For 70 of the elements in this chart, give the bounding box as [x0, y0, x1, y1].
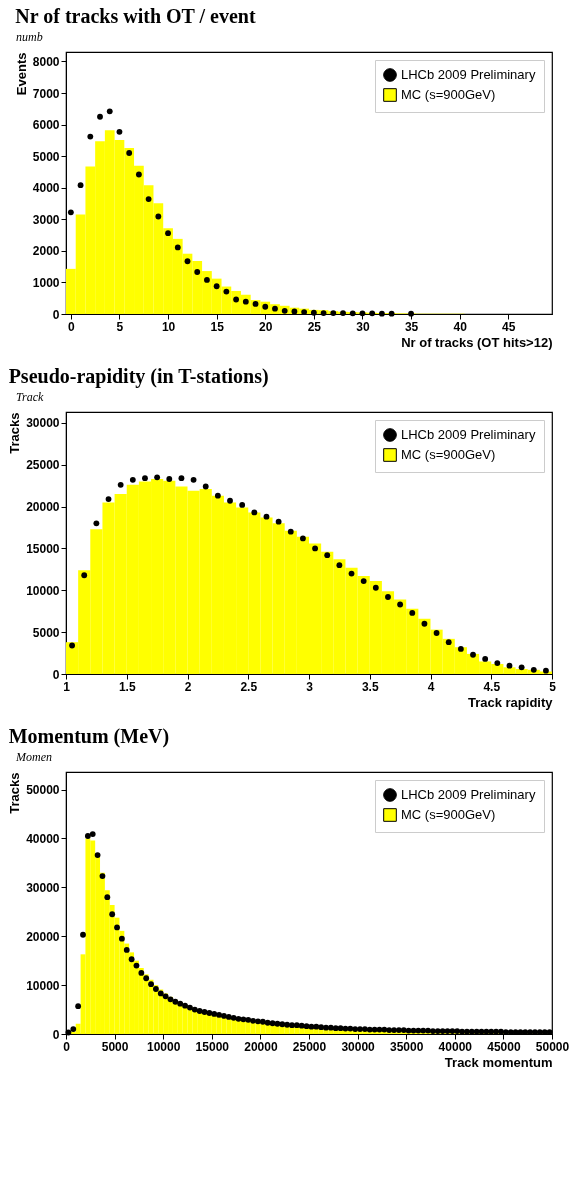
- chart-title: Momentum (MeV): [8, 725, 170, 748]
- text: Momen: [15, 750, 52, 764]
- x-tick-label: 10000: [147, 1039, 181, 1054]
- chart-title: Nr of tracks with OT / event: [15, 5, 256, 27]
- text: numb: [16, 30, 43, 44]
- y-tick-label: 25000: [26, 458, 60, 473]
- y-tick-label: 1000: [32, 275, 60, 290]
- x-tick-label: 0: [68, 319, 76, 334]
- x-tick-label: 5: [116, 319, 124, 334]
- x-tick-label: 25: [307, 319, 322, 334]
- legend-label: LHCb 2009 Preliminary: [401, 427, 536, 442]
- x-tick-label: 4.5: [483, 679, 501, 694]
- legend-label: MC (s=900GeV): [401, 447, 496, 462]
- x-tick-label: 40: [453, 319, 468, 334]
- legend-label: LHCb 2009 Preliminary: [401, 787, 536, 802]
- x-tick-label: 1: [63, 679, 71, 694]
- y-tick-label: 15000: [26, 541, 60, 556]
- y-axis-title: Tracks: [7, 412, 23, 454]
- x-tick-label: 5: [549, 679, 557, 694]
- y-tick-label: 4000: [32, 181, 60, 196]
- x-tick-label: 20: [259, 319, 273, 334]
- y-tick-label: 3000: [32, 212, 60, 227]
- y-tick-label: 0: [52, 667, 60, 682]
- legend-label: LHCb 2009 Preliminary: [401, 67, 536, 82]
- y-tick-label: 5000: [32, 625, 60, 640]
- x-tick-label: 0: [63, 1039, 71, 1054]
- x-tick-label: 4: [427, 679, 435, 694]
- y-tick-label: 20000: [26, 929, 60, 944]
- x-tick-label: 3.5: [361, 679, 379, 694]
- x-tick-label: 2.5: [240, 679, 258, 694]
- y-tick-label: 50000: [26, 783, 60, 798]
- chart-title: Pseudo-rapidity (in T-stations): [8, 365, 269, 388]
- y-tick-label: 30000: [26, 880, 60, 895]
- y-tick-label: 7000: [32, 86, 60, 101]
- y-tick-label: 2000: [32, 244, 60, 259]
- x-tick-label: 40000: [438, 1039, 473, 1054]
- x-tick-label: 25000: [292, 1039, 327, 1054]
- y-tick-label: 6000: [32, 118, 60, 133]
- x-tick-label: 45000: [487, 1039, 521, 1054]
- x-tick-label: 5000: [101, 1039, 129, 1054]
- x-tick-label: 50000: [535, 1039, 570, 1054]
- x-tick-label: 30000: [341, 1039, 376, 1054]
- y-tick-label: 0: [52, 307, 60, 322]
- y-tick-label: 20000: [26, 500, 60, 515]
- x-tick-label: 45: [502, 319, 516, 334]
- y-tick-label: 30000: [26, 416, 60, 431]
- y-tick-label: 8000: [32, 54, 60, 69]
- y-axis-title: Tracks: [7, 772, 23, 814]
- x-axis-title: Nr of tracks (OT hits>12): [401, 334, 553, 350]
- y-axis-title: Events: [13, 52, 29, 96]
- x-tick-label: 35000: [390, 1039, 424, 1054]
- x-tick-label: 20000: [244, 1039, 278, 1054]
- legend-label: MC (s=900GeV): [401, 87, 496, 102]
- text: Track: [16, 390, 45, 404]
- x-tick-label: 2: [184, 679, 192, 694]
- x-tick-label: 15000: [195, 1039, 230, 1054]
- y-tick-label: 10000: [26, 583, 60, 598]
- x-tick-label: 1.5: [118, 679, 136, 694]
- x-tick-label: 10: [161, 319, 176, 334]
- y-tick-label: 10000: [26, 978, 60, 993]
- y-tick-label: 0: [52, 1027, 60, 1042]
- x-axis-title: Track rapidity: [467, 694, 554, 710]
- x-tick-label: 3: [306, 679, 314, 694]
- x-axis-title: Track momentum: [444, 1054, 553, 1070]
- y-tick-label: 5000: [32, 149, 60, 164]
- x-tick-label: 30: [356, 319, 370, 334]
- x-tick-label: 35: [404, 319, 419, 334]
- legend-label: MC (s=900GeV): [401, 807, 496, 822]
- x-tick-label: 15: [210, 319, 225, 334]
- y-tick-label: 40000: [26, 831, 60, 846]
